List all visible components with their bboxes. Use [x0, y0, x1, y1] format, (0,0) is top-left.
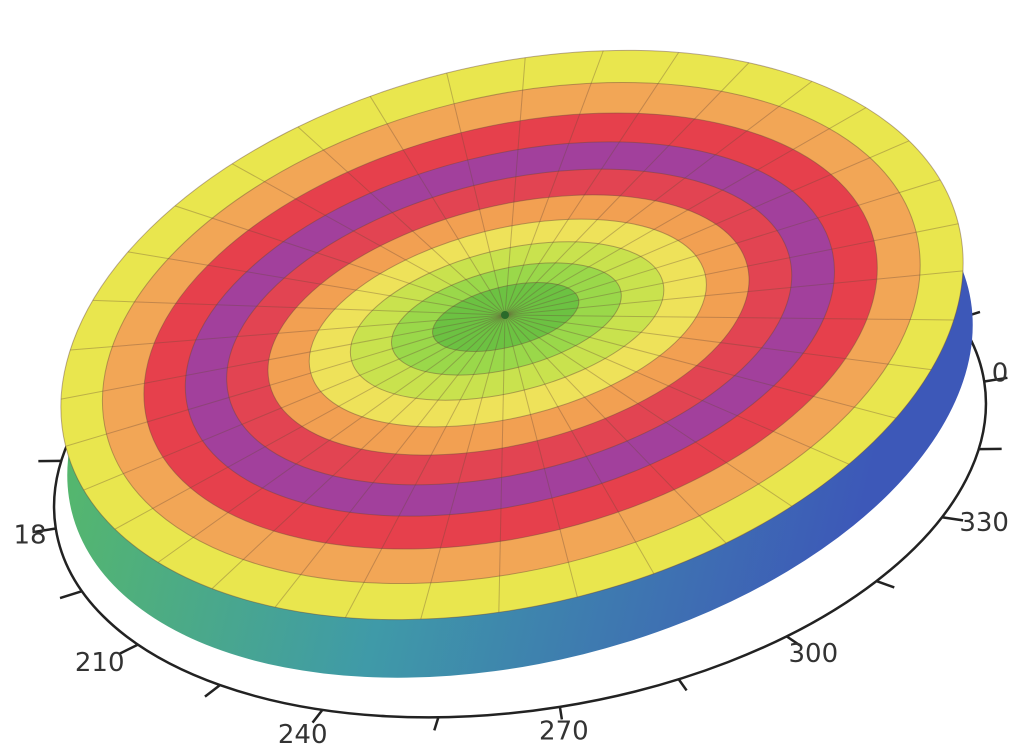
- mesh-line: [504, 52, 680, 316]
- angle-tick-label: 0: [992, 359, 1009, 389]
- mesh-line: [504, 270, 963, 316]
- mesh-line: [504, 107, 867, 316]
- mesh-line: [504, 314, 850, 465]
- rim-tick: [785, 635, 801, 647]
- mesh-line: [174, 205, 506, 316]
- mesh-line: [232, 163, 506, 316]
- mesh-line: [504, 314, 793, 507]
- surface-center: [501, 311, 509, 319]
- mesh-line: [504, 80, 813, 316]
- angle-tick-label: 18: [13, 520, 46, 550]
- mesh-line: [504, 314, 954, 321]
- rim-tick: [558, 706, 564, 720]
- mesh-line: [504, 50, 604, 316]
- mesh-line: [504, 314, 578, 598]
- rim-tick: [984, 376, 1008, 383]
- mesh-line: [504, 140, 910, 316]
- mesh-line: [420, 314, 506, 620]
- rim-tick: [118, 643, 139, 656]
- mesh-line: [61, 314, 506, 400]
- rim-tick: [433, 716, 440, 731]
- rim-tick: [204, 684, 221, 698]
- mesh-line: [504, 223, 959, 316]
- rim-tick: [876, 579, 895, 589]
- angle-tick-label: 300: [788, 639, 838, 669]
- angle-tick-label: 270: [539, 717, 589, 747]
- mesh-line: [504, 57, 526, 316]
- mesh-line: [83, 314, 506, 491]
- angle-tick-label: 210: [75, 648, 125, 678]
- mesh-line: [65, 314, 506, 447]
- mesh-line: [504, 314, 727, 544]
- mesh-line: [297, 126, 506, 316]
- angle-tick-label: 240: [278, 720, 328, 750]
- rim-tick: [32, 527, 56, 534]
- mesh-line: [369, 96, 506, 316]
- mesh-line: [128, 251, 506, 316]
- mesh-line: [504, 314, 897, 419]
- mesh-line: [92, 299, 506, 316]
- mesh-line: [274, 314, 506, 608]
- mesh-line: [157, 314, 506, 563]
- rim-tick: [311, 709, 324, 724]
- rim-tick: [677, 678, 688, 692]
- angle-tick-label: 330: [959, 508, 1009, 538]
- mesh-line: [70, 314, 506, 351]
- mesh-line: [504, 179, 941, 316]
- mesh-line: [446, 72, 506, 316]
- rim-tick: [941, 516, 964, 522]
- rim-tick: [59, 590, 83, 600]
- mesh-line: [114, 314, 506, 530]
- mesh-line: [211, 314, 506, 590]
- mesh-line: [498, 314, 506, 613]
- mesh-line: [504, 62, 750, 316]
- mesh-line: [344, 314, 506, 618]
- mesh-line: [504, 314, 655, 574]
- mesh-line: [504, 314, 932, 371]
